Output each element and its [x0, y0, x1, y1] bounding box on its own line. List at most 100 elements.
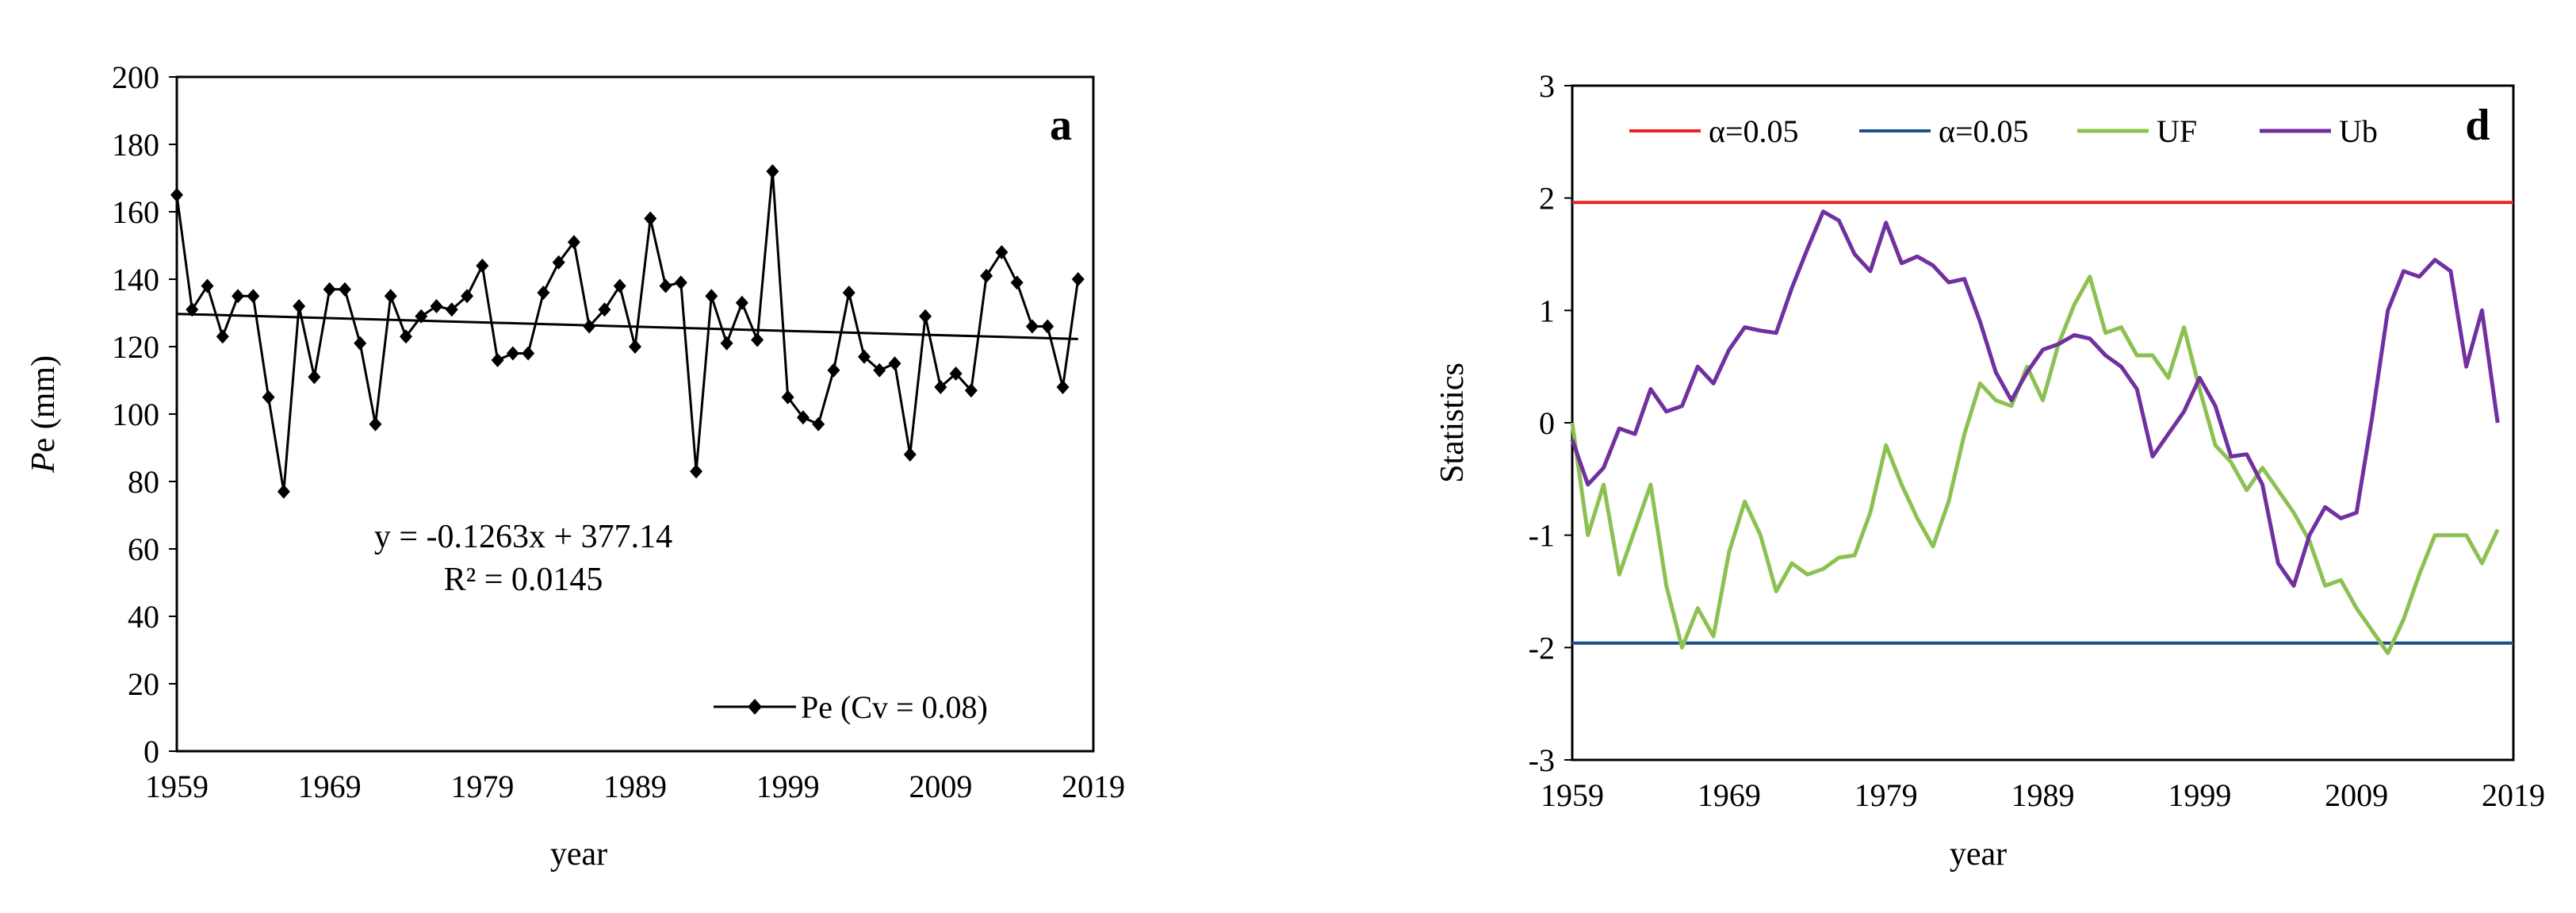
x-tick-label: 1979	[450, 769, 514, 804]
series-line-ub	[1570, 209, 2500, 588]
data-point	[766, 164, 779, 178]
plot-area-d	[1571, 84, 2515, 761]
data-point	[247, 289, 260, 304]
x-tick-label: 1959	[1541, 777, 1604, 813]
y-tick-label: -3	[1529, 742, 1555, 778]
data-point	[384, 289, 397, 304]
data-point	[690, 464, 703, 479]
trend-equation: y = -0.1263x + 377.14	[374, 519, 672, 555]
data-point	[735, 295, 748, 310]
y-tick-label: 0	[1539, 405, 1555, 441]
data-point	[751, 332, 764, 347]
chart-panel-a: Pe (mm) year a y = -0.1263x + 377.14 R² …	[25, 59, 1125, 873]
data-point	[186, 302, 199, 317]
data-point	[491, 353, 504, 367]
y-tick-label: 160	[112, 194, 159, 230]
series-line-pe	[175, 171, 1080, 493]
legend-marker-pe	[748, 699, 762, 715]
data-point	[1010, 275, 1024, 290]
y-tick-label: 80	[128, 464, 159, 500]
data-point	[415, 309, 428, 324]
data-point	[201, 278, 214, 293]
data-point	[613, 278, 626, 293]
y-tick-label: 140	[112, 262, 159, 297]
chart-panel-d: Statistics year d -3 -2 -1 0 1 2 3 1959 1969 197…	[1434, 68, 2545, 873]
x-ticks-d: 1959 1969 1979 1989 1999 2009 2019	[1541, 777, 2545, 813]
y-tick-label: 200	[112, 59, 159, 95]
y-tick-label: 100	[112, 397, 159, 432]
y-tick-label: 40	[128, 599, 159, 635]
data-point	[644, 211, 657, 226]
data-point	[873, 363, 886, 378]
x-tick-label: 2009	[2325, 777, 2388, 813]
y-tick-label: -2	[1529, 630, 1555, 666]
data-point	[1071, 272, 1085, 286]
data-point	[1056, 380, 1070, 394]
data-point	[812, 416, 825, 432]
legend-label-ub: Ub	[2339, 113, 2378, 149]
data-point	[949, 366, 963, 381]
data-point	[903, 447, 917, 462]
x-tick-label: 1989	[603, 769, 667, 804]
data-point	[583, 319, 596, 334]
data-point	[506, 346, 519, 361]
x-axis-title-a: year	[550, 836, 607, 873]
data-point	[232, 289, 245, 304]
data-point	[338, 282, 351, 297]
data-point	[277, 484, 290, 499]
x-tick-label: 1969	[1698, 777, 1761, 813]
data-point	[995, 245, 1009, 259]
x-tick-label: 1969	[298, 769, 362, 804]
data-point	[598, 302, 611, 317]
panel-label-a: a	[1050, 101, 1072, 150]
data-point	[262, 389, 275, 405]
x-tick-label: 1989	[2011, 777, 2075, 813]
x-tick-label: 1979	[1854, 777, 1918, 813]
x-tick-label: 2019	[2482, 777, 2545, 813]
data-point	[980, 268, 993, 283]
data-point	[476, 259, 489, 273]
data-point	[888, 356, 901, 371]
data-point	[461, 289, 474, 304]
y-tick-label: 3	[1539, 68, 1555, 104]
x-axis-title-d: year	[1950, 836, 2007, 873]
panel-label-d: d	[2465, 101, 2490, 150]
data-point	[934, 380, 947, 394]
y-ticks-a: 0 20 40 60 80 100 120 140 160 180 200	[112, 59, 177, 769]
data-point	[522, 346, 535, 361]
data-point	[919, 309, 932, 324]
trendline	[176, 313, 1078, 340]
y-tick-label: 120	[112, 329, 159, 365]
series-d	[1570, 201, 2513, 655]
y-tick-label: 1	[1539, 293, 1555, 328]
data-point	[674, 275, 687, 290]
series-line-uf	[1570, 274, 2500, 655]
data-point	[216, 329, 229, 344]
legend-label-pe: Pe (Cv = 0.08)	[801, 689, 988, 725]
data-point	[567, 235, 580, 250]
y-tick-label: 180	[112, 127, 159, 163]
data-point	[1041, 319, 1055, 334]
data-point	[1025, 319, 1039, 334]
data-point	[796, 410, 810, 425]
data-point	[308, 370, 321, 385]
y-axis-title-a: Pe (mm)	[25, 355, 62, 474]
legend-a: Pe (Cv = 0.08)	[714, 689, 988, 725]
x-tick-label: 2019	[1062, 769, 1125, 804]
data-point	[323, 282, 336, 297]
data-point	[400, 329, 412, 344]
data-point	[842, 286, 855, 300]
legend-label-alpha-upper: α=0.05	[1709, 113, 1799, 149]
y-axis-title-d: Statistics	[1434, 363, 1471, 483]
legend-d: α=0.05 α=0.05 UF Ub	[1629, 113, 2378, 149]
data-point	[964, 383, 978, 398]
y-tick-label: 2	[1539, 181, 1555, 217]
data-point	[781, 389, 794, 405]
x-tick-label: 1959	[145, 769, 209, 804]
y-ticks-d: -3 -2 -1 0 1 2 3	[1529, 68, 1572, 778]
x-ticks-a: 1959 1969 1979 1989 1999 2009 2019	[145, 769, 1125, 804]
y-tick-label: 20	[128, 666, 159, 702]
legend-label-alpha-lower: α=0.05	[1939, 113, 2029, 149]
y-tick-label: -1	[1529, 518, 1555, 554]
